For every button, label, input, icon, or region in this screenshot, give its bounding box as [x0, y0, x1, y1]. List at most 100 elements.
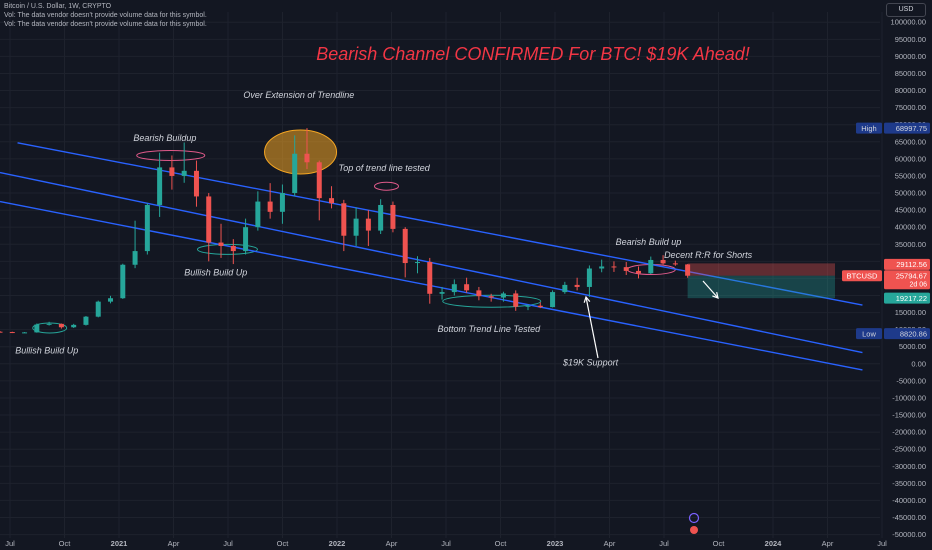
annotation: Decent R:R for Shorts	[664, 250, 753, 260]
x-tick-label: Apr	[168, 539, 180, 548]
y-tick-label: 80000.00	[895, 86, 926, 95]
candle-body	[537, 305, 543, 308]
y-tick-label: 55000.00	[895, 171, 926, 180]
candle-body	[46, 323, 52, 325]
low-label-value: 8820.86	[900, 329, 927, 338]
chart-title: Bearish Channel CONFIRMED For BTC! $19K …	[316, 44, 750, 64]
candle-body	[181, 170, 187, 176]
y-tick-label: -10000.00	[892, 393, 926, 402]
candle-body	[439, 292, 445, 294]
chart-header: Bitcoin / U.S. Dollar, 1W, CRYPTO Vol: T…	[4, 2, 207, 29]
y-tick-label: -35000.00	[892, 479, 926, 488]
y-tick-label: 35000.00	[895, 240, 926, 249]
candle-body	[513, 293, 519, 307]
candle-body	[685, 264, 691, 276]
x-tick-label: 2021	[111, 539, 128, 548]
low-label-caption-box	[856, 328, 882, 340]
candle-body	[144, 204, 150, 252]
candle-body	[22, 332, 28, 334]
bar-countdown: 2d 06	[909, 282, 927, 289]
candle-body	[58, 323, 64, 328]
candle-body	[243, 227, 249, 252]
highlight-ellipse	[136, 149, 206, 161]
annotation: Bullish Build Up	[15, 346, 78, 356]
candle-body	[648, 259, 654, 274]
candle-body	[255, 201, 261, 228]
high-label-value-box	[884, 122, 930, 134]
candle-body	[108, 298, 114, 302]
x-tick-label: Jul	[441, 539, 451, 548]
currency-button[interactable]: USD	[886, 3, 926, 17]
y-tick-label: 60000.00	[895, 154, 926, 163]
low-label-caption: Low	[862, 329, 876, 338]
x-tick-label: Jul	[223, 539, 233, 548]
candle-body	[120, 264, 126, 299]
event-marker-icon	[688, 512, 700, 524]
candle-body	[0, 331, 3, 333]
symbol-tag-box	[842, 270, 882, 282]
stop-price-label-box	[884, 258, 930, 270]
target-price-label: 19217.22	[896, 294, 927, 303]
annotation: Bottom Trend Line Tested	[438, 324, 542, 334]
candle-body	[365, 218, 371, 231]
highlight-ellipse	[373, 181, 399, 191]
candle-body	[611, 266, 617, 268]
x-tick-label: Oct	[713, 539, 726, 548]
candle-body	[34, 324, 40, 333]
y-tick-label: 5000.00	[899, 342, 926, 351]
candle-body	[586, 268, 592, 287]
y-tick-label: 95000.00	[895, 35, 926, 44]
x-axis: Jul Oct 2021 Apr Jul Oct 2022 Apr Jul Oct 2023 Apr J…	[5, 539, 887, 548]
candle-body	[636, 270, 642, 274]
x-tick-label: Oct	[59, 539, 72, 548]
support-arrow-head	[583, 295, 591, 303]
x-tick-label: 2022	[329, 539, 346, 548]
price-labels: High 68997.75 Low 8820.86 29112.56 19217.22 BT…	[842, 122, 930, 340]
candle-body	[230, 245, 236, 252]
highlight-ellipse	[442, 294, 542, 308]
candle-body	[267, 201, 273, 212]
symbol-line: Bitcoin / U.S. Dollar, 1W, CRYPTO	[4, 3, 112, 10]
candle-body	[427, 262, 433, 294]
candle-body	[292, 153, 298, 194]
candle-body	[9, 332, 15, 334]
candle-body	[341, 203, 347, 236]
highlight-ellipse	[264, 129, 338, 175]
candle-body	[279, 193, 285, 212]
y-tick-label: 40000.00	[895, 223, 926, 232]
highlight-ellipse	[196, 243, 258, 255]
event-marker-icon	[690, 526, 698, 534]
y-tick-label: 15000.00	[895, 308, 926, 317]
candle-body	[132, 251, 138, 265]
y-tick-label: 45000.00	[895, 206, 926, 215]
candle-body	[71, 324, 77, 328]
x-tick-label: Apr	[604, 539, 616, 548]
candle-body	[329, 198, 335, 204]
volume-note: Vol: The data vendor doesn't provide vol…	[4, 21, 207, 28]
y-tick-label: 0.00	[911, 359, 926, 368]
x-tick-label: 2024	[765, 539, 783, 548]
stop-zone	[687, 263, 835, 276]
candle-body	[193, 170, 199, 197]
candle-body	[157, 167, 163, 205]
candle-body	[574, 284, 580, 287]
candle-body	[525, 305, 531, 307]
short-arrow	[702, 280, 719, 299]
candle-body	[476, 290, 482, 297]
short-arrow-head	[712, 292, 719, 299]
annotation: Bearish Build up	[616, 237, 682, 247]
candle-body	[451, 284, 457, 293]
y-tick-label: -25000.00	[892, 445, 926, 454]
support-arrow	[585, 296, 599, 359]
annotation: Top of trend line tested	[339, 163, 431, 173]
annotation: $19K Support	[562, 358, 619, 368]
candle-body	[672, 263, 678, 265]
y-tick-label: 85000.00	[895, 69, 926, 78]
high-label-caption: High	[861, 124, 876, 133]
candle-body	[316, 162, 322, 199]
annotations: Bearish Buildup Over Extension of Trendli…	[15, 90, 753, 534]
x-tick-label: Oct	[495, 539, 508, 548]
y-tick-label: -15000.00	[892, 411, 926, 420]
volume-note: Vol: The data vendor doesn't provide vol…	[4, 12, 207, 19]
